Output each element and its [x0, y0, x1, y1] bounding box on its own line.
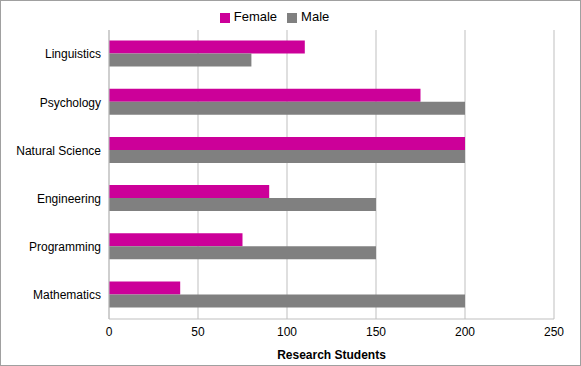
svg-text:Research Students: Research Students: [277, 348, 386, 362]
svg-text:150: 150: [366, 325, 386, 339]
svg-text:50: 50: [191, 325, 205, 339]
svg-text:Engineering: Engineering: [37, 192, 101, 206]
html-text:Male: Male: [301, 9, 330, 24]
svg-text:250: 250: [544, 325, 564, 339]
svg-text:Linguistics: Linguistics: [45, 47, 101, 61]
svg-text:Mathematics: Mathematics: [33, 288, 101, 302]
svg-text:100: 100: [277, 325, 297, 339]
svg-text:Psychology: Psychology: [40, 96, 101, 110]
svg-text:0: 0: [106, 325, 113, 339]
svg-text:Natural Science: Natural Science: [16, 144, 101, 158]
html-text:Female: Female: [233, 9, 278, 24]
svg-text:200: 200: [455, 325, 475, 339]
svg-text:Programming: Programming: [29, 240, 101, 254]
